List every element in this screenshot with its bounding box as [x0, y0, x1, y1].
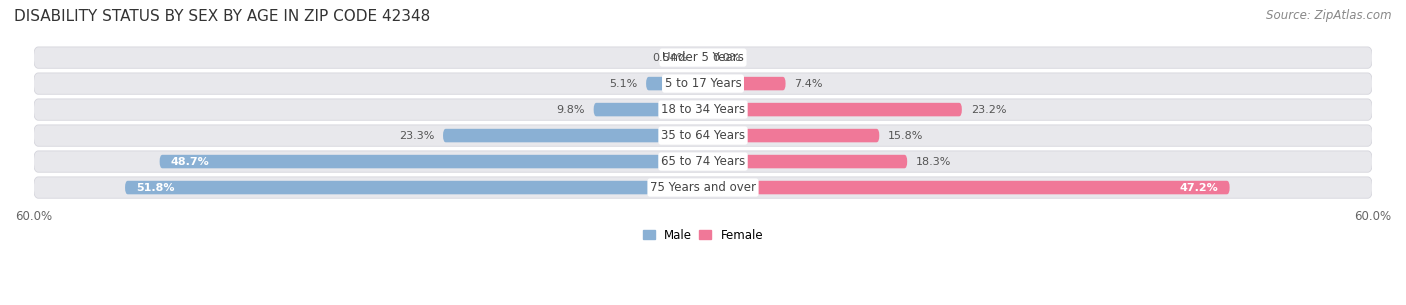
Text: 18 to 34 Years: 18 to 34 Years: [661, 103, 745, 116]
FancyBboxPatch shape: [34, 177, 1372, 198]
Text: 18.3%: 18.3%: [917, 156, 952, 167]
FancyBboxPatch shape: [34, 73, 1372, 94]
Text: 9.8%: 9.8%: [557, 105, 585, 115]
Text: DISABILITY STATUS BY SEX BY AGE IN ZIP CODE 42348: DISABILITY STATUS BY SEX BY AGE IN ZIP C…: [14, 9, 430, 24]
Text: Under 5 Years: Under 5 Years: [662, 51, 744, 64]
Text: 47.2%: 47.2%: [1180, 183, 1219, 192]
FancyBboxPatch shape: [160, 155, 703, 168]
FancyBboxPatch shape: [703, 181, 1230, 194]
Text: 15.8%: 15.8%: [889, 131, 924, 141]
Text: 75 Years and over: 75 Years and over: [650, 181, 756, 194]
Text: 23.3%: 23.3%: [399, 131, 434, 141]
Legend: Male, Female: Male, Female: [638, 224, 768, 246]
FancyBboxPatch shape: [125, 181, 703, 194]
FancyBboxPatch shape: [34, 47, 1372, 68]
Text: 5 to 17 Years: 5 to 17 Years: [665, 77, 741, 90]
FancyBboxPatch shape: [703, 155, 907, 168]
FancyBboxPatch shape: [647, 77, 703, 90]
FancyBboxPatch shape: [443, 129, 703, 142]
Text: 35 to 64 Years: 35 to 64 Years: [661, 129, 745, 142]
FancyBboxPatch shape: [697, 51, 703, 64]
Text: 0.54%: 0.54%: [652, 52, 688, 63]
Text: 23.2%: 23.2%: [970, 105, 1007, 115]
Text: 5.1%: 5.1%: [609, 79, 637, 88]
Text: 65 to 74 Years: 65 to 74 Years: [661, 155, 745, 168]
FancyBboxPatch shape: [703, 103, 962, 116]
FancyBboxPatch shape: [34, 151, 1372, 172]
FancyBboxPatch shape: [34, 99, 1372, 120]
FancyBboxPatch shape: [703, 77, 786, 90]
FancyBboxPatch shape: [703, 129, 879, 142]
Text: 0.0%: 0.0%: [711, 52, 740, 63]
Text: 48.7%: 48.7%: [170, 156, 209, 167]
FancyBboxPatch shape: [593, 103, 703, 116]
Text: 7.4%: 7.4%: [794, 79, 823, 88]
FancyBboxPatch shape: [34, 125, 1372, 146]
Text: Source: ZipAtlas.com: Source: ZipAtlas.com: [1267, 9, 1392, 22]
Text: 51.8%: 51.8%: [136, 183, 174, 192]
